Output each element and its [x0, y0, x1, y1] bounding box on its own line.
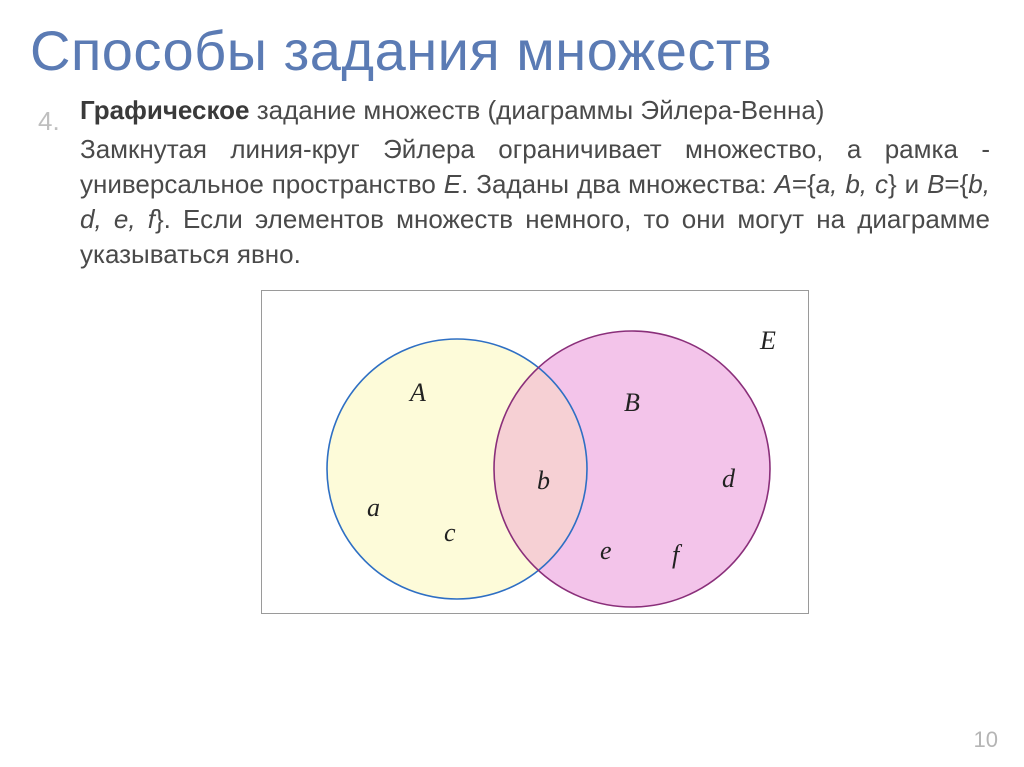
para1-rest: задание множеств (диаграммы Эйлера-Венна…	[250, 95, 825, 125]
p2-t2: . Заданы два множества:	[461, 169, 774, 199]
paragraph-1: Графическое задание множеств (диаграммы …	[80, 93, 990, 128]
p2-abc: a, b, c	[816, 169, 888, 199]
label-B: B	[624, 388, 640, 417]
paragraph-2: Замкнутая линия-круг Эйлера ограничивает…	[80, 132, 990, 272]
page-number: 10	[974, 727, 998, 753]
p2-eq2: ={	[944, 169, 968, 199]
para1-bold: Графическое	[80, 95, 250, 125]
label-E: E	[759, 326, 776, 355]
p2-E: Е	[444, 169, 461, 199]
venn-diagram: E A B a c b d e f	[255, 290, 815, 614]
list-number: 4.	[38, 106, 60, 137]
p2-cl1: } и	[888, 169, 927, 199]
label-e: e	[600, 536, 612, 565]
body-text: Графическое задание множеств (диаграммы …	[0, 93, 1024, 614]
label-a: a	[367, 493, 380, 522]
venn-svg: E A B a c b d e f	[262, 291, 810, 615]
p2-A: A	[774, 169, 791, 199]
label-d: d	[722, 464, 736, 493]
label-A: A	[408, 378, 426, 407]
p2-cl2: }. Если элементов множеств немного, то о…	[80, 204, 990, 269]
slide-title: Способы задания множеств	[0, 0, 1024, 93]
venn-frame: E A B a c b d e f	[261, 290, 809, 614]
p2-B: B	[927, 169, 944, 199]
label-b: b	[537, 466, 550, 495]
label-c: c	[444, 518, 456, 547]
p2-eq1: ={	[792, 169, 816, 199]
